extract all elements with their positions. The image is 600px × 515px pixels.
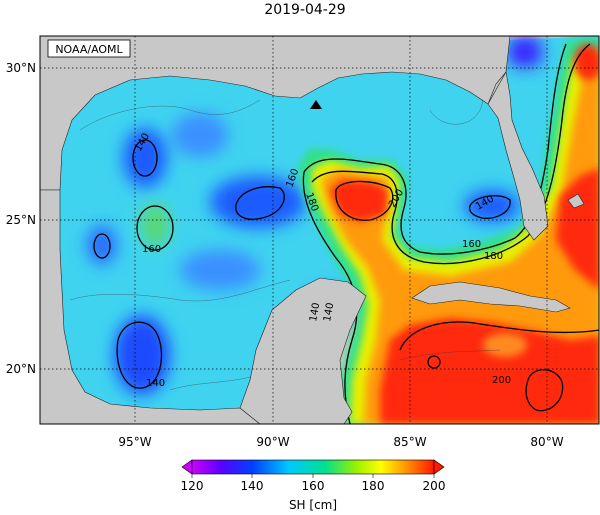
colorbar: 120 140 160 180 200 SH [cm] (181, 459, 446, 512)
y-axis-ticks: 30°N 25°N 20°N (6, 61, 36, 376)
colorbar-tick-label: 180 (362, 479, 385, 493)
x-tick-label: 95°W (118, 435, 151, 449)
y-tick-label: 20°N (6, 362, 36, 376)
loop-current-red (330, 180, 388, 222)
low-region (114, 315, 170, 395)
contour-label: 140 (322, 302, 336, 323)
colorbar-tick-label: 160 (302, 479, 325, 493)
credit-label: NOAA/AOML (55, 43, 123, 56)
low-region (87, 225, 117, 265)
florida-peninsula (487, 71, 549, 241)
x-axis-ticks: 95°W 90°W 85°W 80°W (118, 435, 563, 449)
contour-label: 140 (308, 302, 322, 323)
colorbar-max-arrow-icon (433, 459, 445, 475)
low-region (464, 190, 520, 222)
warm-spot (574, 44, 599, 80)
cuba (411, 281, 571, 313)
caribbean-red (380, 318, 599, 424)
colorbar-tick-label: 120 (181, 479, 204, 493)
contour-label: 160 (462, 239, 481, 250)
land-masses (40, 36, 585, 424)
colorbar-gradient (191, 459, 435, 475)
us-gulf-coast (40, 36, 511, 191)
low-region (180, 250, 260, 290)
low-region (123, 128, 167, 188)
contour-label: 200 (492, 375, 511, 386)
map-title: 2019-04-29 (264, 2, 345, 18)
x-tick-label: 90°W (256, 435, 289, 449)
colorbar-min-arrow-icon (181, 459, 193, 475)
plot-area (40, 36, 599, 424)
contour-label: 180 (484, 251, 503, 262)
x-tick-label: 80°W (530, 435, 563, 449)
contour-label: 160 (142, 244, 161, 255)
warm-spot (483, 333, 527, 357)
high-region (141, 203, 169, 247)
plot-frame (39, 35, 600, 425)
colorbar-tick-label: 200 (423, 479, 446, 493)
credit-box (47, 39, 131, 58)
yucatan-peninsula (239, 277, 367, 424)
gridlines (40, 36, 599, 424)
colorbar-tick-label: 140 (241, 479, 264, 493)
y-tick-label: 25°N (6, 213, 36, 227)
triangle-marker-icon (310, 100, 322, 109)
contour-label: 140 (146, 378, 165, 389)
x-tick-label: 85°W (393, 435, 426, 449)
low-region (507, 36, 543, 68)
bahamas (567, 193, 585, 209)
low-region (172, 113, 228, 157)
atlantic-red (556, 168, 599, 290)
colorbar-label: SH [cm] (289, 498, 337, 512)
y-tick-label: 30°N (6, 61, 36, 75)
